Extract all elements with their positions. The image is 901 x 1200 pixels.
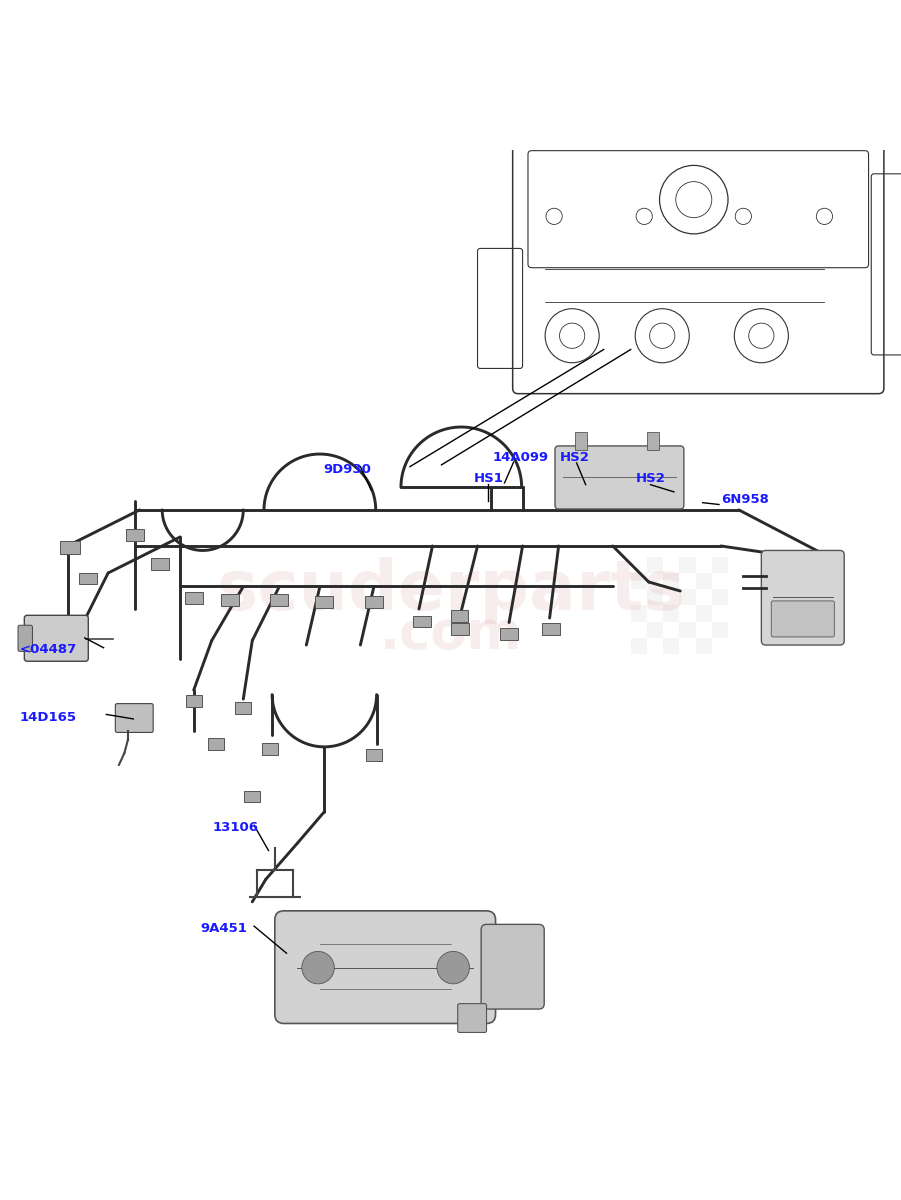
FancyBboxPatch shape: [24, 616, 88, 661]
Text: HS1: HS1: [473, 472, 504, 485]
FancyBboxPatch shape: [115, 703, 153, 732]
Bar: [126, 529, 144, 541]
Bar: [451, 611, 468, 622]
Bar: [186, 695, 202, 707]
Bar: [151, 558, 169, 570]
Bar: [679, 557, 696, 572]
Text: HS2: HS2: [635, 472, 666, 485]
Bar: [60, 541, 80, 554]
FancyBboxPatch shape: [771, 601, 834, 637]
Bar: [647, 557, 663, 572]
Bar: [221, 594, 239, 606]
Circle shape: [437, 952, 469, 984]
FancyBboxPatch shape: [458, 1003, 487, 1032]
Bar: [262, 743, 278, 755]
Text: 9A451: 9A451: [200, 923, 247, 935]
FancyBboxPatch shape: [555, 446, 684, 509]
Bar: [712, 622, 728, 638]
Bar: [712, 589, 728, 606]
Bar: [663, 606, 679, 622]
Bar: [663, 572, 679, 589]
Bar: [631, 572, 647, 589]
Bar: [696, 606, 712, 622]
Bar: [712, 557, 728, 572]
Bar: [413, 616, 431, 628]
FancyBboxPatch shape: [18, 625, 32, 652]
FancyBboxPatch shape: [481, 924, 544, 1009]
Text: 14A099: 14A099: [493, 451, 549, 464]
Text: <04487: <04487: [20, 643, 77, 656]
Bar: [696, 638, 712, 654]
Bar: [679, 622, 696, 638]
Bar: [366, 749, 382, 761]
Text: 13106: 13106: [213, 821, 259, 834]
Bar: [663, 638, 679, 654]
Bar: [500, 629, 518, 640]
Bar: [79, 572, 97, 584]
Text: HS2: HS2: [560, 451, 590, 464]
Bar: [647, 622, 663, 638]
Circle shape: [302, 952, 334, 984]
Text: 9D930: 9D930: [323, 463, 371, 476]
Text: 6N958: 6N958: [721, 492, 769, 505]
Bar: [235, 702, 251, 714]
Bar: [365, 596, 383, 607]
Bar: [315, 596, 333, 607]
Bar: [575, 432, 587, 450]
Bar: [647, 432, 659, 450]
Bar: [631, 606, 647, 622]
Bar: [631, 638, 647, 654]
Bar: [647, 589, 663, 606]
Bar: [244, 791, 260, 803]
Bar: [696, 572, 712, 589]
Bar: [208, 738, 224, 750]
FancyBboxPatch shape: [761, 551, 844, 646]
Bar: [185, 593, 203, 604]
FancyBboxPatch shape: [275, 911, 496, 1024]
Bar: [542, 623, 560, 635]
Text: 14D165: 14D165: [20, 710, 77, 724]
Bar: [679, 589, 696, 606]
Bar: [450, 623, 469, 635]
Text: .com: .com: [379, 608, 522, 660]
Text: scuderparts: scuderparts: [216, 558, 685, 624]
Bar: [270, 594, 288, 606]
